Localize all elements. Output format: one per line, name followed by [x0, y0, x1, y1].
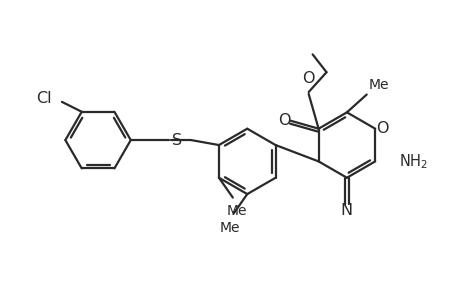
Text: Me: Me: [226, 205, 246, 218]
Text: Me: Me: [368, 77, 388, 92]
Text: Cl: Cl: [36, 92, 52, 106]
Text: O: O: [375, 121, 387, 136]
Text: Me: Me: [218, 221, 239, 235]
Text: S: S: [172, 133, 182, 148]
Text: O: O: [302, 71, 314, 86]
Text: NH$_2$: NH$_2$: [398, 152, 427, 171]
Text: O: O: [277, 113, 290, 128]
Text: N: N: [340, 203, 352, 218]
